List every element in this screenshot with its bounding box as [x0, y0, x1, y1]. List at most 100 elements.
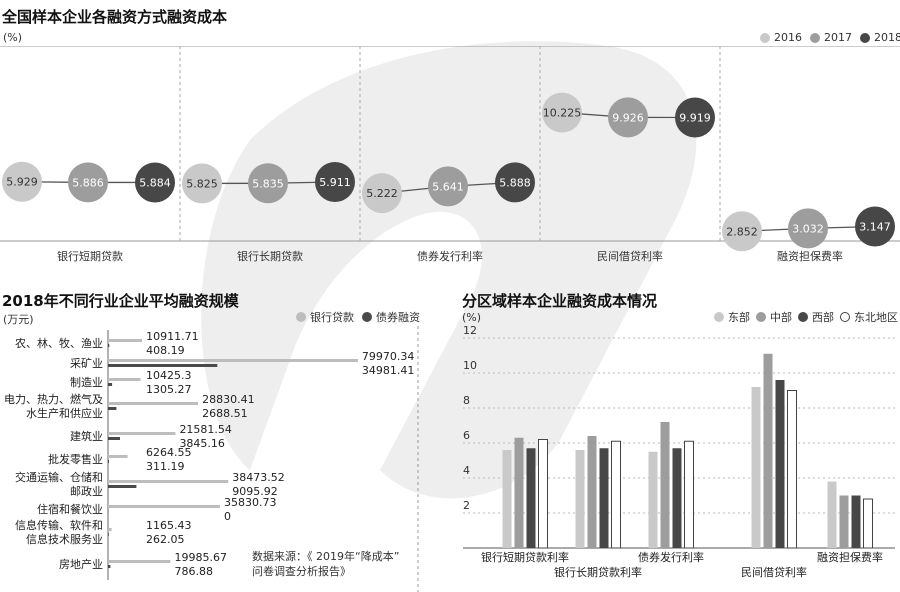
top-dot-2016	[2, 161, 42, 202]
bond-value: 311.19	[146, 460, 185, 473]
top-dot-label-2016: 5.825	[186, 177, 218, 190]
legend-northeast-label: 东北地区	[854, 311, 898, 324]
legend-bank-loan-swatch	[296, 312, 306, 322]
x-category-label: 债券发行利率	[638, 550, 704, 564]
left-legend: 银行贷款 债券融资	[296, 309, 420, 325]
legend-bank-loan: 银行贷款	[296, 309, 354, 325]
top-dot-label-2016: 2.852	[726, 225, 758, 238]
region-bar-东北地区	[684, 440, 694, 549]
legend-east-label: 东部	[728, 311, 750, 324]
bond-value: 9095.92	[232, 485, 277, 498]
y-tick-label: 2	[463, 499, 470, 512]
top-dot-2016	[542, 92, 582, 133]
legend-east-swatch	[714, 312, 724, 322]
region-bar-东部	[648, 451, 658, 548]
top-dot-2017	[788, 208, 828, 249]
legend-bond-swatch	[362, 312, 372, 322]
top-chart-unit: (%)	[3, 31, 23, 44]
industry-label: 邮政业	[70, 484, 103, 498]
top-category-label: 债券发行利率	[417, 249, 483, 263]
top-dot-label-2018: 5.884	[139, 176, 171, 189]
legend-2016-swatch	[760, 32, 770, 43]
top-dot-2018	[315, 162, 355, 203]
bank-loan-bar	[108, 432, 176, 435]
left-chart-unit: (万元)	[3, 313, 34, 326]
top-dot-2017	[248, 163, 288, 204]
x-category-label: 银行短期贷款利率	[481, 550, 569, 564]
bond-bar	[108, 510, 109, 513]
region-bar-西部	[851, 495, 861, 548]
industry-label: 信息传输、软件和	[15, 518, 103, 532]
region-bar-东部	[827, 481, 837, 548]
region-bar-中部	[587, 436, 597, 548]
legend-2016-label: 2016	[774, 31, 802, 44]
top-category-label: 民间借贷利率	[597, 249, 663, 263]
top-dot-label-2017: 5.641	[432, 180, 464, 193]
top-chart-title: 全国样本企业各融资方式融资成本	[2, 8, 228, 26]
bank-loan-bar	[108, 378, 141, 381]
top-dot-label-2017: 3.032	[792, 222, 824, 235]
bank-loan-value: 6264.55	[146, 446, 192, 459]
industry-label: 信息技术服务业	[26, 532, 103, 546]
bank-loan-value: 10911.71	[146, 330, 199, 343]
region-bar-东北地区	[611, 440, 621, 549]
top-dot-label-2018: 5.888	[499, 176, 531, 189]
legend-northeast-swatch	[840, 312, 850, 322]
x-category-label: 民间借贷利率	[741, 565, 807, 579]
bond-bar	[108, 383, 113, 386]
region-bar-东北地区	[787, 390, 797, 549]
legend-2018-label: 2018	[874, 31, 900, 44]
legend-northeast: 东北地区	[840, 309, 898, 325]
bank-loan-bar	[108, 528, 112, 531]
y-tick-label: 8	[463, 394, 470, 407]
industry-label: 水生产和供应业	[26, 406, 103, 420]
industry-label: 农、林、牧、渔业	[15, 336, 103, 350]
bank-loan-bar	[108, 455, 128, 458]
x-category-label: 融资担保费率	[817, 550, 883, 564]
top-legend: 2016 2017 2018	[760, 31, 900, 44]
top-dot-2016	[722, 211, 762, 252]
industry-label: 房地产业	[59, 557, 103, 571]
bank-loan-bar	[108, 505, 220, 508]
region-bar-中部	[660, 422, 670, 548]
top-dot-label-2016: 5.929	[6, 176, 38, 189]
bank-loan-bar	[108, 480, 229, 483]
industry-label: 批发零售业	[48, 452, 103, 466]
legend-east: 东部	[714, 309, 750, 325]
bond-bar	[108, 533, 109, 536]
legend-2018: 2018	[860, 31, 900, 44]
right-chart-title: 分区域样本企业融资成本情况	[462, 292, 658, 310]
industry-label: 制造业	[70, 375, 103, 389]
bond-value: 408.19	[146, 344, 185, 357]
bank-loan-value: 38473.52	[232, 471, 284, 484]
legend-bank-loan-label: 银行贷款	[310, 311, 354, 324]
bank-loan-bar	[108, 339, 143, 342]
left-chart-title: 2018年不同行业企业平均融资规模	[2, 292, 239, 310]
data-source-note: 数据来源：《 2019年“降成本” 问卷调查分析报告》	[252, 549, 399, 579]
region-bar-东北地区	[863, 498, 873, 549]
region-bar-中部	[763, 353, 773, 548]
top-category-label: 银行长期贷款	[237, 249, 303, 263]
bond-value: 3845.16	[179, 437, 225, 450]
top-dot-chart: 5.929 5.886 5.884 银行短期贷款 5.825 5.835 5.911 银行长期…	[0, 46, 900, 263]
region-bar-中部	[839, 495, 849, 548]
top-dot-label-2017: 9.926	[612, 111, 644, 124]
bond-bar	[108, 460, 109, 463]
top-category-label: 银行短期贷款	[57, 249, 123, 263]
legend-bond: 债券融资	[362, 309, 420, 325]
y-tick-label: 12	[463, 326, 477, 337]
top-dot-label-2018: 9.919	[679, 112, 711, 125]
top-dot-2018	[855, 206, 895, 247]
bank-loan-bar	[108, 402, 199, 405]
industry-label: 交通运输、仓储和	[15, 470, 103, 484]
bond-bar	[108, 485, 137, 488]
bank-loan-value: 10425.3	[146, 369, 192, 382]
top-dot-label-2018: 3.147	[859, 221, 891, 234]
top-dot-label-2017: 5.835	[252, 177, 284, 190]
top-dot-2017	[68, 162, 108, 203]
y-tick-label: 4	[463, 464, 470, 477]
bank-loan-value: 19985.67	[174, 551, 227, 564]
top-dot-label-2016: 5.222	[366, 187, 398, 200]
y-tick-label: 10	[463, 359, 477, 372]
bond-value: 786.88	[174, 565, 213, 578]
